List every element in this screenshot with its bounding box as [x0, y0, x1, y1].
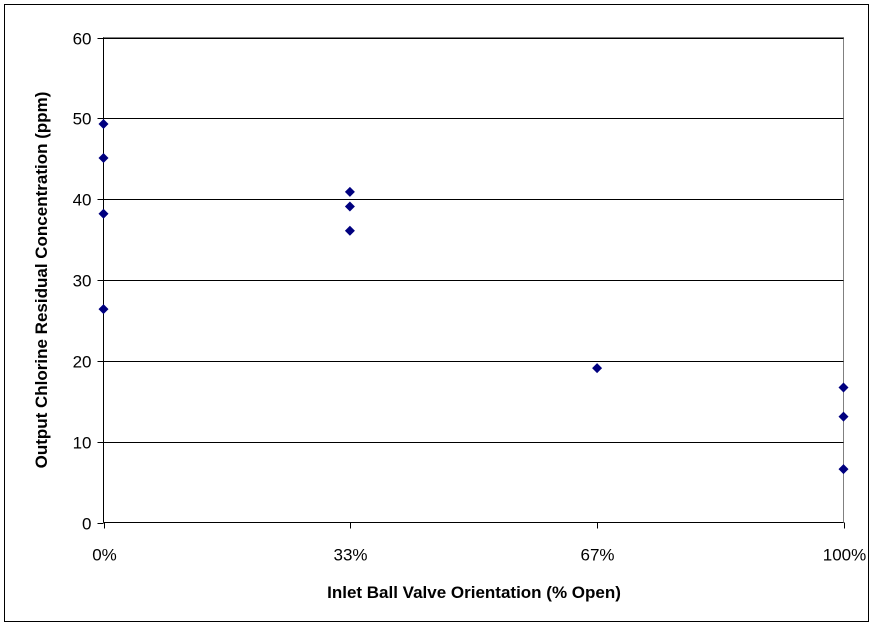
data-point [98, 304, 109, 315]
data-point [98, 118, 109, 129]
y-axis-title: Output Chlorine Residual Concentration (… [32, 92, 51, 469]
data-point [344, 201, 355, 212]
y-tick-labels: 0 10 20 30 40 50 60 [73, 30, 92, 534]
data-point [838, 411, 849, 422]
x-tick-label: 67% [580, 546, 614, 565]
y-tick-label: 0 [82, 515, 91, 534]
y-tick-label: 40 [73, 191, 92, 210]
data-points [98, 118, 849, 475]
y-tick-label: 50 [73, 110, 92, 129]
y-tick-label: 60 [73, 30, 92, 49]
data-point [344, 225, 355, 236]
data-point [592, 363, 603, 374]
data-point [98, 208, 109, 219]
chart-border [4, 4, 869, 622]
y-tick-label: 30 [73, 272, 92, 291]
y-tick-label: 10 [73, 434, 92, 453]
x-tick-label: 33% [333, 546, 367, 565]
data-point [838, 382, 849, 393]
x-tick-label: 0% [92, 546, 117, 565]
y-tick-label: 20 [73, 353, 92, 372]
x-tick-labels: 0% 33% 67% 100% [92, 546, 866, 565]
x-tick-label: 100% [823, 546, 866, 565]
data-point [344, 186, 355, 197]
gridlines [103, 38, 844, 443]
x-axis-title: Inlet Ball Valve Orientation (% Open) [327, 583, 621, 602]
data-point [98, 152, 109, 163]
axes [97, 37, 845, 529]
data-point [838, 464, 849, 475]
